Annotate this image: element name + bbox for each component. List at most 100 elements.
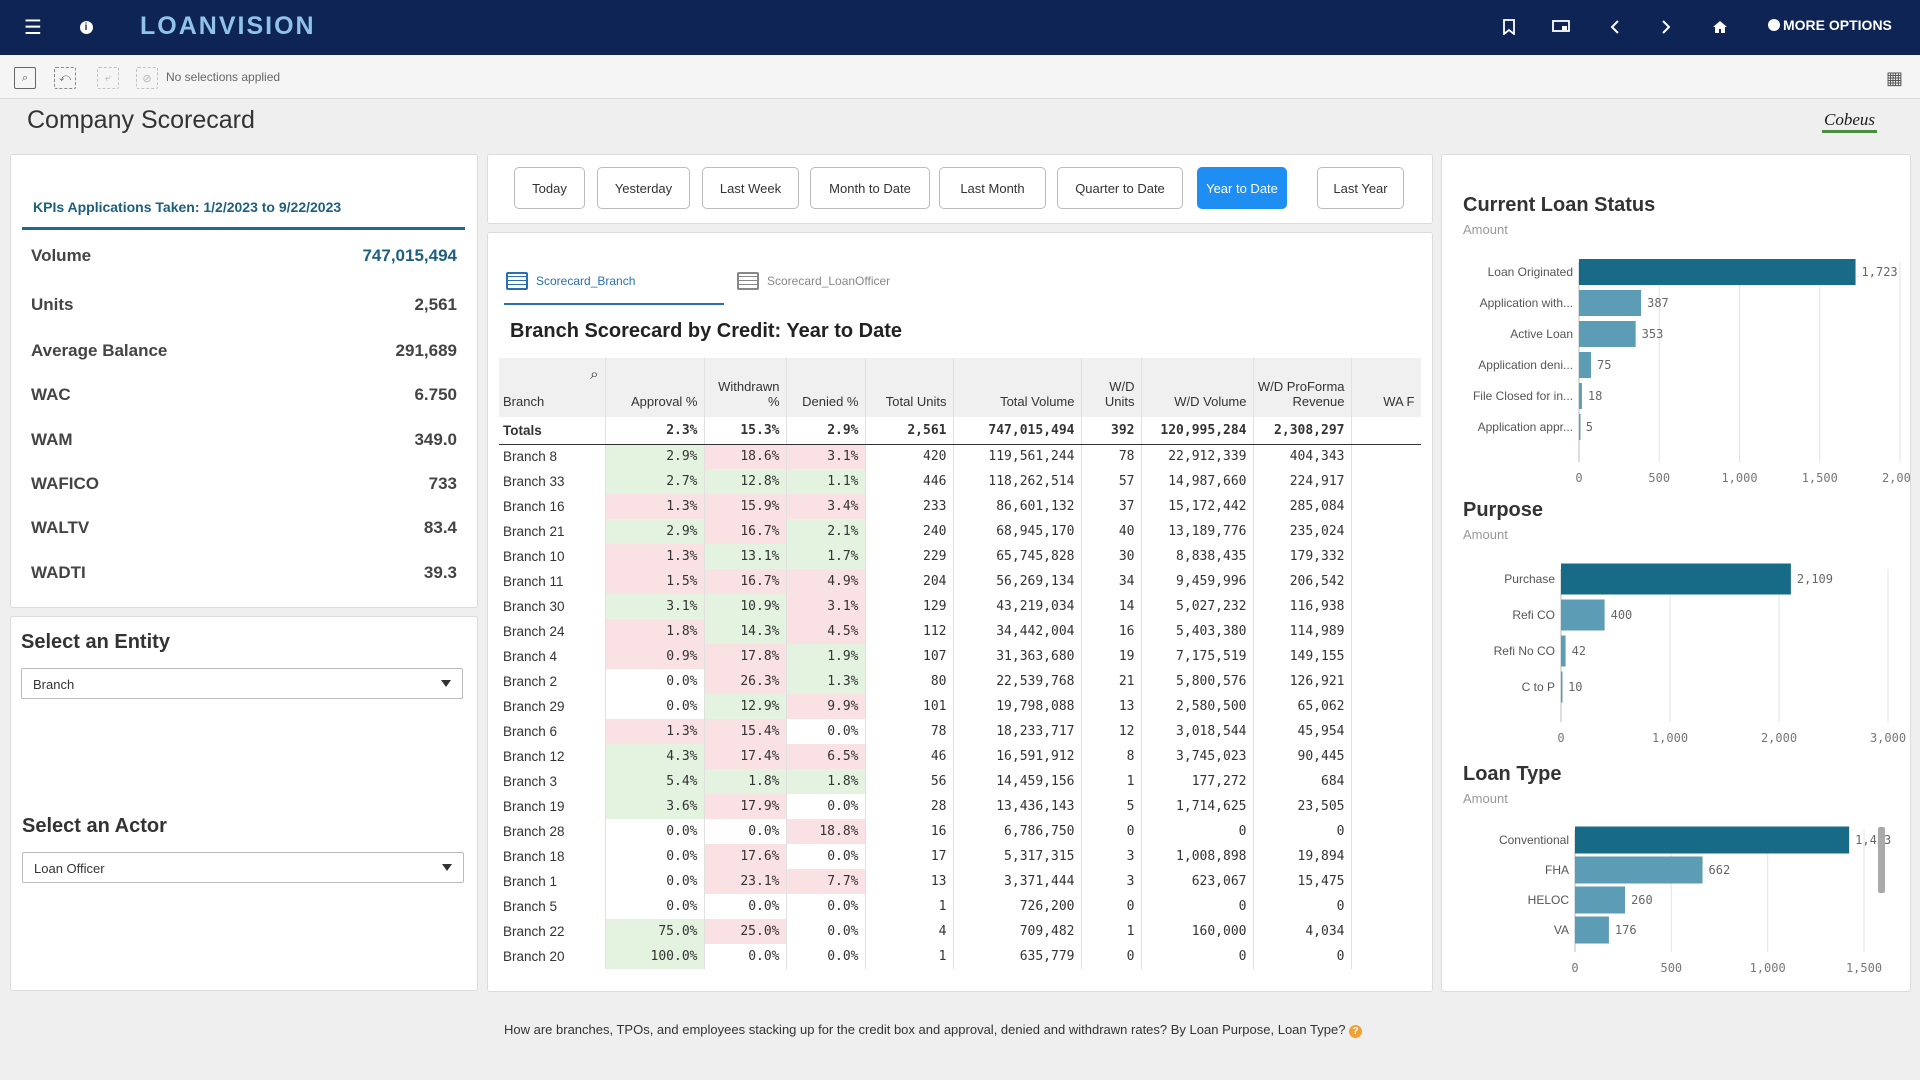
entity-dropdown-value: Branch: [33, 677, 75, 692]
table-row[interactable]: Branch 30 3.1% 10.9% 3.1% 129 43,219,034 14 5,0…: [499, 594, 1421, 619]
column-header[interactable]: W/D ProForma Revenue: [1253, 358, 1352, 417]
more-options-button[interactable]: MORE OPTIONS: [1768, 17, 1892, 33]
table-row[interactable]: Branch 21 2.9% 16.7% 2.1% 240 68,945,170 40 13,…: [499, 519, 1421, 544]
table-cell: 233: [865, 494, 954, 519]
column-header[interactable]: W/D Units: [1081, 358, 1142, 417]
entity-dropdown[interactable]: Branch: [21, 668, 463, 699]
table-cell: 4.5%: [786, 619, 866, 644]
grid-menu-icon[interactable]: ▦: [1886, 68, 1904, 88]
period-button-month-to-date[interactable]: Month to Date: [810, 167, 930, 209]
clear-selections-icon[interactable]: ⊘: [136, 67, 158, 89]
table-cell: 1.5%: [605, 569, 705, 594]
table-cell: 86,601,132: [953, 494, 1082, 519]
table-cell: 18.6%: [704, 444, 787, 469]
table-cell: 3.4%: [786, 494, 866, 519]
table-row[interactable]: Branch 11 1.5% 16.7% 4.9% 204 56,269,134 34 9,4…: [499, 569, 1421, 594]
info-icon[interactable]: i: [74, 14, 98, 40]
table-cell: [1351, 694, 1421, 719]
table-row[interactable]: Branch 12 4.3% 17.4% 6.5% 46 16,591,912 8 3,745…: [499, 744, 1421, 769]
table-row[interactable]: Branch 6 1.3% 15.4% 0.0% 78 18,233,717 12 3,018…: [499, 719, 1421, 744]
table-cell: 12.9%: [704, 694, 787, 719]
table-row[interactable]: Branch 5 0.0% 0.0% 0.0% 1 726,200 0 0 0: [499, 894, 1421, 919]
table-cell: 229: [865, 544, 954, 569]
table-cell: Branch 8: [499, 444, 606, 469]
chart-title: Purpose: [1463, 499, 1543, 521]
tab-scorecard-branch[interactable]: Scorecard_Branch: [506, 272, 635, 290]
column-header[interactable]: WA F: [1351, 358, 1421, 417]
table-cell: 0.0%: [786, 844, 866, 869]
table-cell: 3,745,023: [1141, 744, 1254, 769]
table-row[interactable]: Branch 10 1.3% 13.1% 1.7% 229 65,745,828 30 8,8…: [499, 544, 1421, 569]
table-cell: 2.3%: [605, 417, 705, 445]
help-icon[interactable]: ?: [1349, 1025, 1363, 1038]
table-cell: 19: [1081, 644, 1142, 669]
table-row[interactable]: Branch 16 1.3% 15.9% 3.4% 233 86,601,132 37 15,…: [499, 494, 1421, 519]
table-cell: 22,912,339: [1141, 444, 1254, 469]
table-cell: 1.8%: [704, 769, 787, 794]
actor-dropdown[interactable]: Loan Officer: [22, 852, 464, 883]
column-header[interactable]: Total Volume: [953, 358, 1082, 417]
column-header[interactable]: Withdrawn %: [704, 358, 787, 417]
selections-tool-icon[interactable]: ⤺: [54, 67, 76, 89]
table-row[interactable]: Branch 33 2.7% 12.8% 1.1% 446 118,262,514 57 14…: [499, 469, 1421, 494]
table-row[interactable]: Branch 20 100.0% 0.0% 0.0% 1 635,779 0 0 0: [499, 944, 1421, 969]
category-label: File Closed for in...: [1473, 389, 1573, 403]
table-cell: 14,987,660: [1141, 469, 1254, 494]
table-cell: Branch 29: [499, 694, 606, 719]
table-cell: 0.0%: [786, 894, 866, 919]
period-button-last-year[interactable]: Last Year: [1317, 167, 1404, 209]
table-row[interactable]: Branch 28 0.0% 0.0% 18.8% 16 6,786,750 0 0 0: [499, 819, 1421, 844]
table-cell: 14: [1081, 594, 1142, 619]
data-label: 176: [1615, 923, 1637, 937]
table-row[interactable]: Branch 3 5.4% 1.8% 1.8% 56 14,459,156 1 177,272…: [499, 769, 1421, 794]
period-button-today[interactable]: Today: [514, 167, 585, 209]
table-cell: 392: [1081, 417, 1142, 445]
table-row[interactable]: Branch 29 0.0% 12.9% 9.9% 101 19,798,088 13 2,5…: [499, 694, 1421, 719]
column-header[interactable]: Denied %: [786, 358, 866, 417]
table-row[interactable]: Branch 2 0.0% 26.3% 1.3% 80 22,539,768 21 5,800…: [499, 669, 1421, 694]
app-logo[interactable]: LOANVISION: [140, 12, 316, 40]
table-row[interactable]: Branch 1 0.0% 23.1% 7.7% 13 3,371,444 3 623,067…: [499, 869, 1421, 894]
table-viewport[interactable]: Branch ⌕ Approval % Withdrawn % Denied % Tota…: [499, 358, 1421, 980]
table-row[interactable]: Branch 24 1.8% 14.3% 4.5% 112 34,442,004 16 5,4…: [499, 619, 1421, 644]
table-cell: 0: [1141, 944, 1254, 969]
period-button-quarter-to-date[interactable]: Quarter to Date: [1057, 167, 1183, 209]
table-cell: 2.9%: [605, 519, 705, 544]
table-row[interactable]: Branch 8 2.9% 18.6% 3.1% 420 119,561,244 78 22,…: [499, 444, 1421, 469]
table-row[interactable]: Branch 4 0.9% 17.8% 1.9% 107 31,363,680 19 7,17…: [499, 644, 1421, 669]
tab-scorecard-loanofficer[interactable]: Scorecard_LoanOfficer: [737, 272, 890, 290]
bar: [1579, 259, 1856, 285]
column-header[interactable]: Total Units: [865, 358, 954, 417]
table-cell: [1351, 519, 1421, 544]
table-cell: 119,561,244: [953, 444, 1082, 469]
table-row[interactable]: Branch 19 3.6% 17.9% 0.0% 28 13,436,143 5 1,714…: [499, 794, 1421, 819]
period-button-yesterday[interactable]: Yesterday: [597, 167, 690, 209]
home-icon[interactable]: [1708, 14, 1732, 40]
column-header[interactable]: W/D Volume: [1141, 358, 1254, 417]
table-cell: 45,954: [1253, 719, 1352, 744]
smart-search-icon[interactable]: ⌕: [14, 67, 36, 89]
search-icon[interactable]: ⌕: [590, 366, 599, 383]
period-button-last-month[interactable]: Last Month: [939, 167, 1046, 209]
table-icon: [737, 272, 759, 290]
column-header[interactable]: Approval %: [605, 358, 705, 417]
table-cell: 1: [865, 894, 954, 919]
table-cell: Branch 5: [499, 894, 606, 919]
column-header[interactable]: Branch ⌕: [499, 358, 606, 417]
table-cell: 0.0%: [786, 794, 866, 819]
table-cell: 3: [1081, 869, 1142, 894]
table-row[interactable]: Branch 18 0.0% 17.6% 0.0% 17 5,317,315 3 1,008,…: [499, 844, 1421, 869]
period-button-year-to-date[interactable]: Year to Date: [1197, 167, 1287, 209]
period-button-last-week[interactable]: Last Week: [702, 167, 799, 209]
table-cell: 160,000: [1141, 919, 1254, 944]
data-label: 10: [1568, 680, 1582, 694]
forward-icon[interactable]: [1654, 14, 1678, 40]
table-row[interactable]: Branch 22 75.0% 25.0% 0.0% 4 709,482 1 160,000 4…: [499, 919, 1421, 944]
bookmark-icon[interactable]: [1497, 14, 1521, 40]
back-icon[interactable]: [1603, 14, 1627, 40]
step-back-icon[interactable]: ⤶: [97, 67, 119, 89]
screen-icon[interactable]: [1549, 14, 1573, 40]
menu-icon[interactable]: ☰: [24, 16, 42, 39]
kpi-value: 291,689: [395, 341, 457, 360]
table-cell: 2.9%: [605, 444, 705, 469]
